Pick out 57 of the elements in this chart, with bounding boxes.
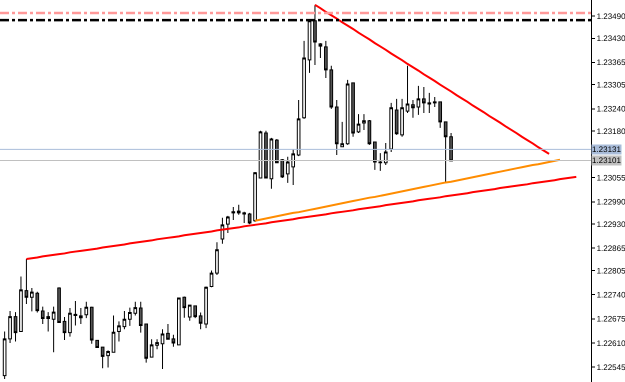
y-tick-label: 1.23490: [596, 12, 625, 21]
y-tick-label: 1.22610: [596, 338, 625, 348]
candlestick: [193, 304, 198, 319]
candlestick: [95, 340, 100, 348]
candlestick: [177, 297, 181, 346]
candlestick: [226, 215, 230, 234]
y-tick-label: 1.23240: [596, 104, 625, 114]
candlestick: [128, 307, 132, 326]
candlestick: [340, 121, 344, 148]
y-tick-label: 1.22990: [596, 198, 625, 207]
candlestick: [30, 287, 34, 312]
candlestick: [438, 101, 442, 128]
candlestick: [389, 102, 394, 152]
candlestick: [286, 156, 290, 184]
candlestick: [182, 296, 186, 318]
candlestick: [242, 211, 246, 224]
line-series: [254, 158, 561, 222]
candlestick: [291, 148, 296, 186]
y-tick-label: 1.22545: [596, 362, 625, 372]
candlestick: [296, 99, 300, 157]
candlestick: [138, 301, 143, 334]
line-series: [314, 4, 550, 155]
y-tick-label: 1.22930: [596, 220, 625, 229]
candlestick: [220, 217, 224, 244]
candlestick: [84, 301, 88, 319]
candlestick: [318, 43, 322, 58]
y-tick-label: 1.23365: [596, 58, 625, 68]
ref-line-label: 1.23101: [592, 156, 622, 165]
candlestick: [188, 304, 192, 322]
y-tick-label: 1.22740: [596, 290, 625, 300]
candlestick: [432, 96, 437, 108]
candlestick: [79, 308, 83, 325]
candlestick: [231, 206, 236, 220]
y-tick-label: 1.23305: [596, 80, 625, 90]
y-tick-label: 1.22865: [596, 244, 625, 254]
candlestick: [46, 312, 50, 332]
candlestick: [427, 92, 432, 114]
candlestick: [236, 204, 241, 216]
candlestick: [133, 301, 138, 316]
candlestick: [90, 306, 94, 344]
candlestick: [144, 323, 148, 364]
candlestick: [40, 306, 45, 325]
candlestick: [373, 141, 377, 170]
line-series: [25, 176, 578, 260]
y-tick-label: 1.22805: [596, 266, 625, 276]
candlestick: [378, 152, 382, 172]
candlestick: [329, 65, 334, 110]
candlestick: [35, 291, 40, 314]
ref-line-label: 1.23131: [592, 145, 622, 154]
y-tick-label: 1.23055: [596, 173, 625, 182]
y-tick-label: 1.22675: [596, 314, 625, 324]
y-tick-label: 1.23430: [596, 34, 625, 44]
candlestick: [384, 142, 388, 166]
y-tick-label: 1.23180: [596, 126, 625, 136]
candlestick: [334, 99, 339, 156]
candlestick: [324, 40, 328, 79]
candlestick: [422, 86, 426, 114]
